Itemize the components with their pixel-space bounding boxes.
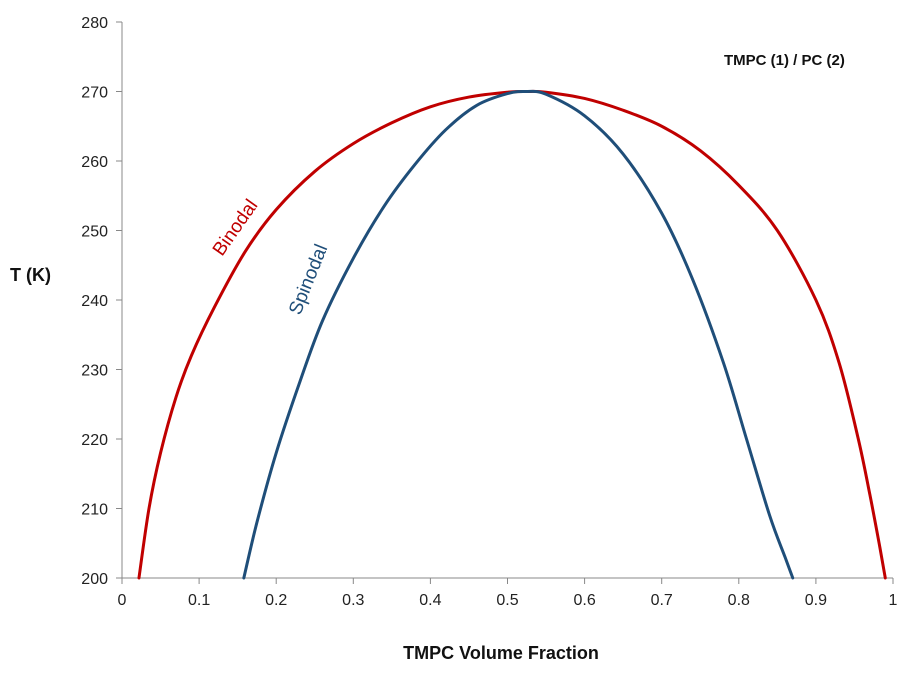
y-tick-label: 240 xyxy=(81,293,108,310)
binodal-curve xyxy=(137,89,887,580)
x-tick-label: 0 xyxy=(118,592,127,609)
x-tick-label: 0.5 xyxy=(496,592,518,609)
x-tick-label: 0.7 xyxy=(651,592,673,609)
x-tick-label: 0.2 xyxy=(265,592,287,609)
y-axis-ticks: 200 210 220 230 240 250 260 270 280 xyxy=(81,15,122,588)
y-tick-label: 200 xyxy=(81,571,108,588)
binodal-curve-label: Binodal xyxy=(209,196,263,260)
system-annotation: TMPC (1) / PC (2) xyxy=(724,52,845,69)
y-tick-label: 260 xyxy=(81,154,108,171)
y-tick-label: 270 xyxy=(81,85,108,102)
x-tick-label: 0.4 xyxy=(419,592,441,609)
x-axis-title: TMPC Volume Fraction xyxy=(403,643,599,663)
y-tick-label: 280 xyxy=(81,15,108,32)
y-tick-label: 210 xyxy=(81,502,108,519)
x-tick-label: 1 xyxy=(889,592,898,609)
x-tick-label: 0.9 xyxy=(805,592,827,609)
x-axis-ticks: 0 0.1 0.2 0.3 0.4 0.5 0.6 0.7 0.8 0.9 1 xyxy=(118,578,898,609)
y-tick-label: 220 xyxy=(81,432,108,449)
x-tick-label: 0.1 xyxy=(188,592,210,609)
spinodal-curve-label: Spinodal xyxy=(285,241,332,317)
plot-area: 0 0.1 0.2 0.3 0.4 0.5 0.6 0.7 0.8 0.9 1 2002102202… xyxy=(81,15,897,609)
y-tick-label: 230 xyxy=(81,363,108,380)
x-tick-label: 0.8 xyxy=(728,592,750,609)
spinodal-curve xyxy=(242,89,795,580)
x-tick-label: 0.3 xyxy=(342,592,364,609)
series-curves xyxy=(137,89,887,580)
y-tick-label: 250 xyxy=(81,224,108,241)
x-tick-label: 0.6 xyxy=(573,592,595,609)
y-axis-title: T (K) xyxy=(10,265,51,285)
